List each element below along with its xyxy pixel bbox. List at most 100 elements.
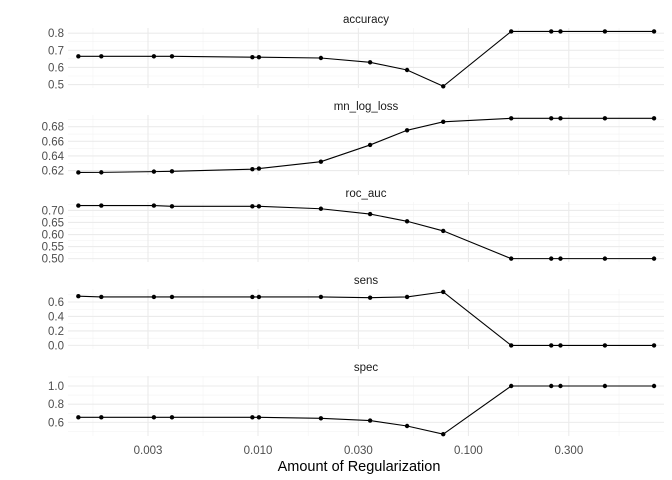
data-point: [549, 383, 554, 389]
data-point: [602, 256, 608, 261]
strip-label: spec: [354, 362, 379, 374]
data-point: [318, 55, 324, 61]
y-tick-label: 0.5: [48, 80, 64, 92]
y-tick-label: 0.64: [42, 151, 65, 163]
data-point: [169, 54, 175, 59]
panel-roc-auc: roc_auc 0.500.550.600.650.70: [42, 188, 664, 266]
data-point: [651, 343, 657, 348]
data-point: [404, 423, 410, 429]
data-point: [441, 431, 446, 437]
series-line: [78, 385, 655, 435]
data-point: [99, 54, 104, 59]
data-point: [76, 54, 81, 59]
data-point: [256, 294, 262, 300]
data-point: [602, 383, 608, 389]
x-axis-label: Amount of Regularization: [278, 459, 441, 475]
strip-label: accuracy: [343, 14, 389, 26]
data-point: [318, 159, 324, 164]
data-point: [367, 142, 373, 148]
data-point: [509, 343, 514, 348]
y-tick-label: 0.8: [48, 399, 64, 411]
data-point: [99, 415, 104, 420]
y-tick-label: 0.66: [42, 136, 64, 148]
y-tick-label: 0.62: [42, 166, 64, 178]
data-point: [509, 383, 514, 389]
data-point: [549, 256, 554, 261]
data-point: [250, 294, 255, 300]
data-point: [558, 256, 563, 261]
data-point: [549, 29, 554, 34]
data-point: [250, 415, 255, 420]
data-point: [318, 206, 324, 211]
y-tick-label: 0.4: [48, 311, 65, 323]
y-tick-label: 0.0: [48, 340, 64, 352]
data-point: [441, 289, 446, 295]
y-tick-label: 0.7: [48, 45, 64, 57]
y-tick-label: 0.8: [48, 28, 64, 40]
data-point: [509, 29, 514, 34]
data-point: [76, 415, 81, 420]
data-point: [76, 203, 81, 208]
y-tick-label: 0.2: [48, 326, 64, 338]
data-point: [602, 116, 608, 121]
data-point: [509, 116, 514, 121]
x-tick-label: 0.003: [134, 445, 163, 457]
data-point: [250, 54, 255, 60]
data-point: [151, 203, 157, 208]
facet-panels: accuracy 0.5 0.6 0.7 0.8 mn_log_loss 0.62 0.64 0…: [42, 14, 664, 437]
data-point: [256, 415, 262, 420]
panel-mn-log-loss: mn_log_loss 0.62 0.64 0.66 0.68: [42, 101, 664, 178]
data-point: [651, 116, 657, 121]
data-point: [169, 415, 175, 420]
data-point: [151, 294, 157, 300]
data-point: [549, 116, 554, 121]
data-point: [602, 343, 608, 348]
data-point: [99, 170, 104, 175]
data-point: [151, 169, 157, 174]
data-point: [651, 383, 657, 389]
data-point: [151, 415, 157, 420]
data-point: [558, 343, 563, 348]
data-point: [509, 256, 514, 261]
x-tick-label: 0.100: [454, 445, 483, 457]
series-line: [78, 291, 655, 346]
data-point: [367, 418, 373, 423]
y-tick-label: 0.6: [48, 62, 64, 74]
y-tick-label: 0.60: [42, 230, 64, 242]
data-point: [256, 166, 262, 171]
data-point: [651, 256, 657, 261]
data-point: [558, 383, 563, 389]
data-point: [76, 294, 81, 299]
y-tick-label: 0.68: [42, 122, 64, 134]
y-tick-label: 0.65: [42, 217, 64, 229]
y-tick-label: 0.6: [48, 417, 64, 429]
y-tick-label: 0.6: [48, 297, 64, 309]
strip-label: sens: [354, 275, 379, 287]
data-point: [250, 166, 255, 172]
y-tick-label: 0.55: [42, 242, 64, 254]
data-point: [256, 204, 262, 209]
panel-accuracy: accuracy 0.5 0.6 0.7 0.8: [48, 14, 664, 92]
data-point: [441, 84, 446, 89]
panel-spec: spec 0.6 0.8 1.0: [48, 362, 664, 437]
data-point: [367, 211, 373, 217]
strip-label: mn_log_loss: [334, 101, 399, 113]
data-point: [404, 219, 410, 224]
data-point: [250, 204, 255, 209]
data-point: [169, 204, 175, 209]
y-tick-label: 0.70: [42, 205, 64, 217]
data-point: [367, 295, 373, 300]
data-point: [558, 116, 563, 121]
y-tick-label: 0.50: [42, 254, 64, 266]
x-tick-label: 0.300: [554, 445, 583, 457]
data-point: [169, 294, 175, 300]
x-tick-label: 0.010: [244, 445, 273, 457]
y-tick-label: 1.0: [48, 381, 64, 393]
x-tick-label: 0.030: [344, 445, 373, 457]
data-point: [602, 29, 608, 34]
data-point: [318, 294, 324, 300]
data-point: [441, 228, 446, 234]
data-point: [558, 29, 563, 34]
data-point: [404, 294, 410, 300]
